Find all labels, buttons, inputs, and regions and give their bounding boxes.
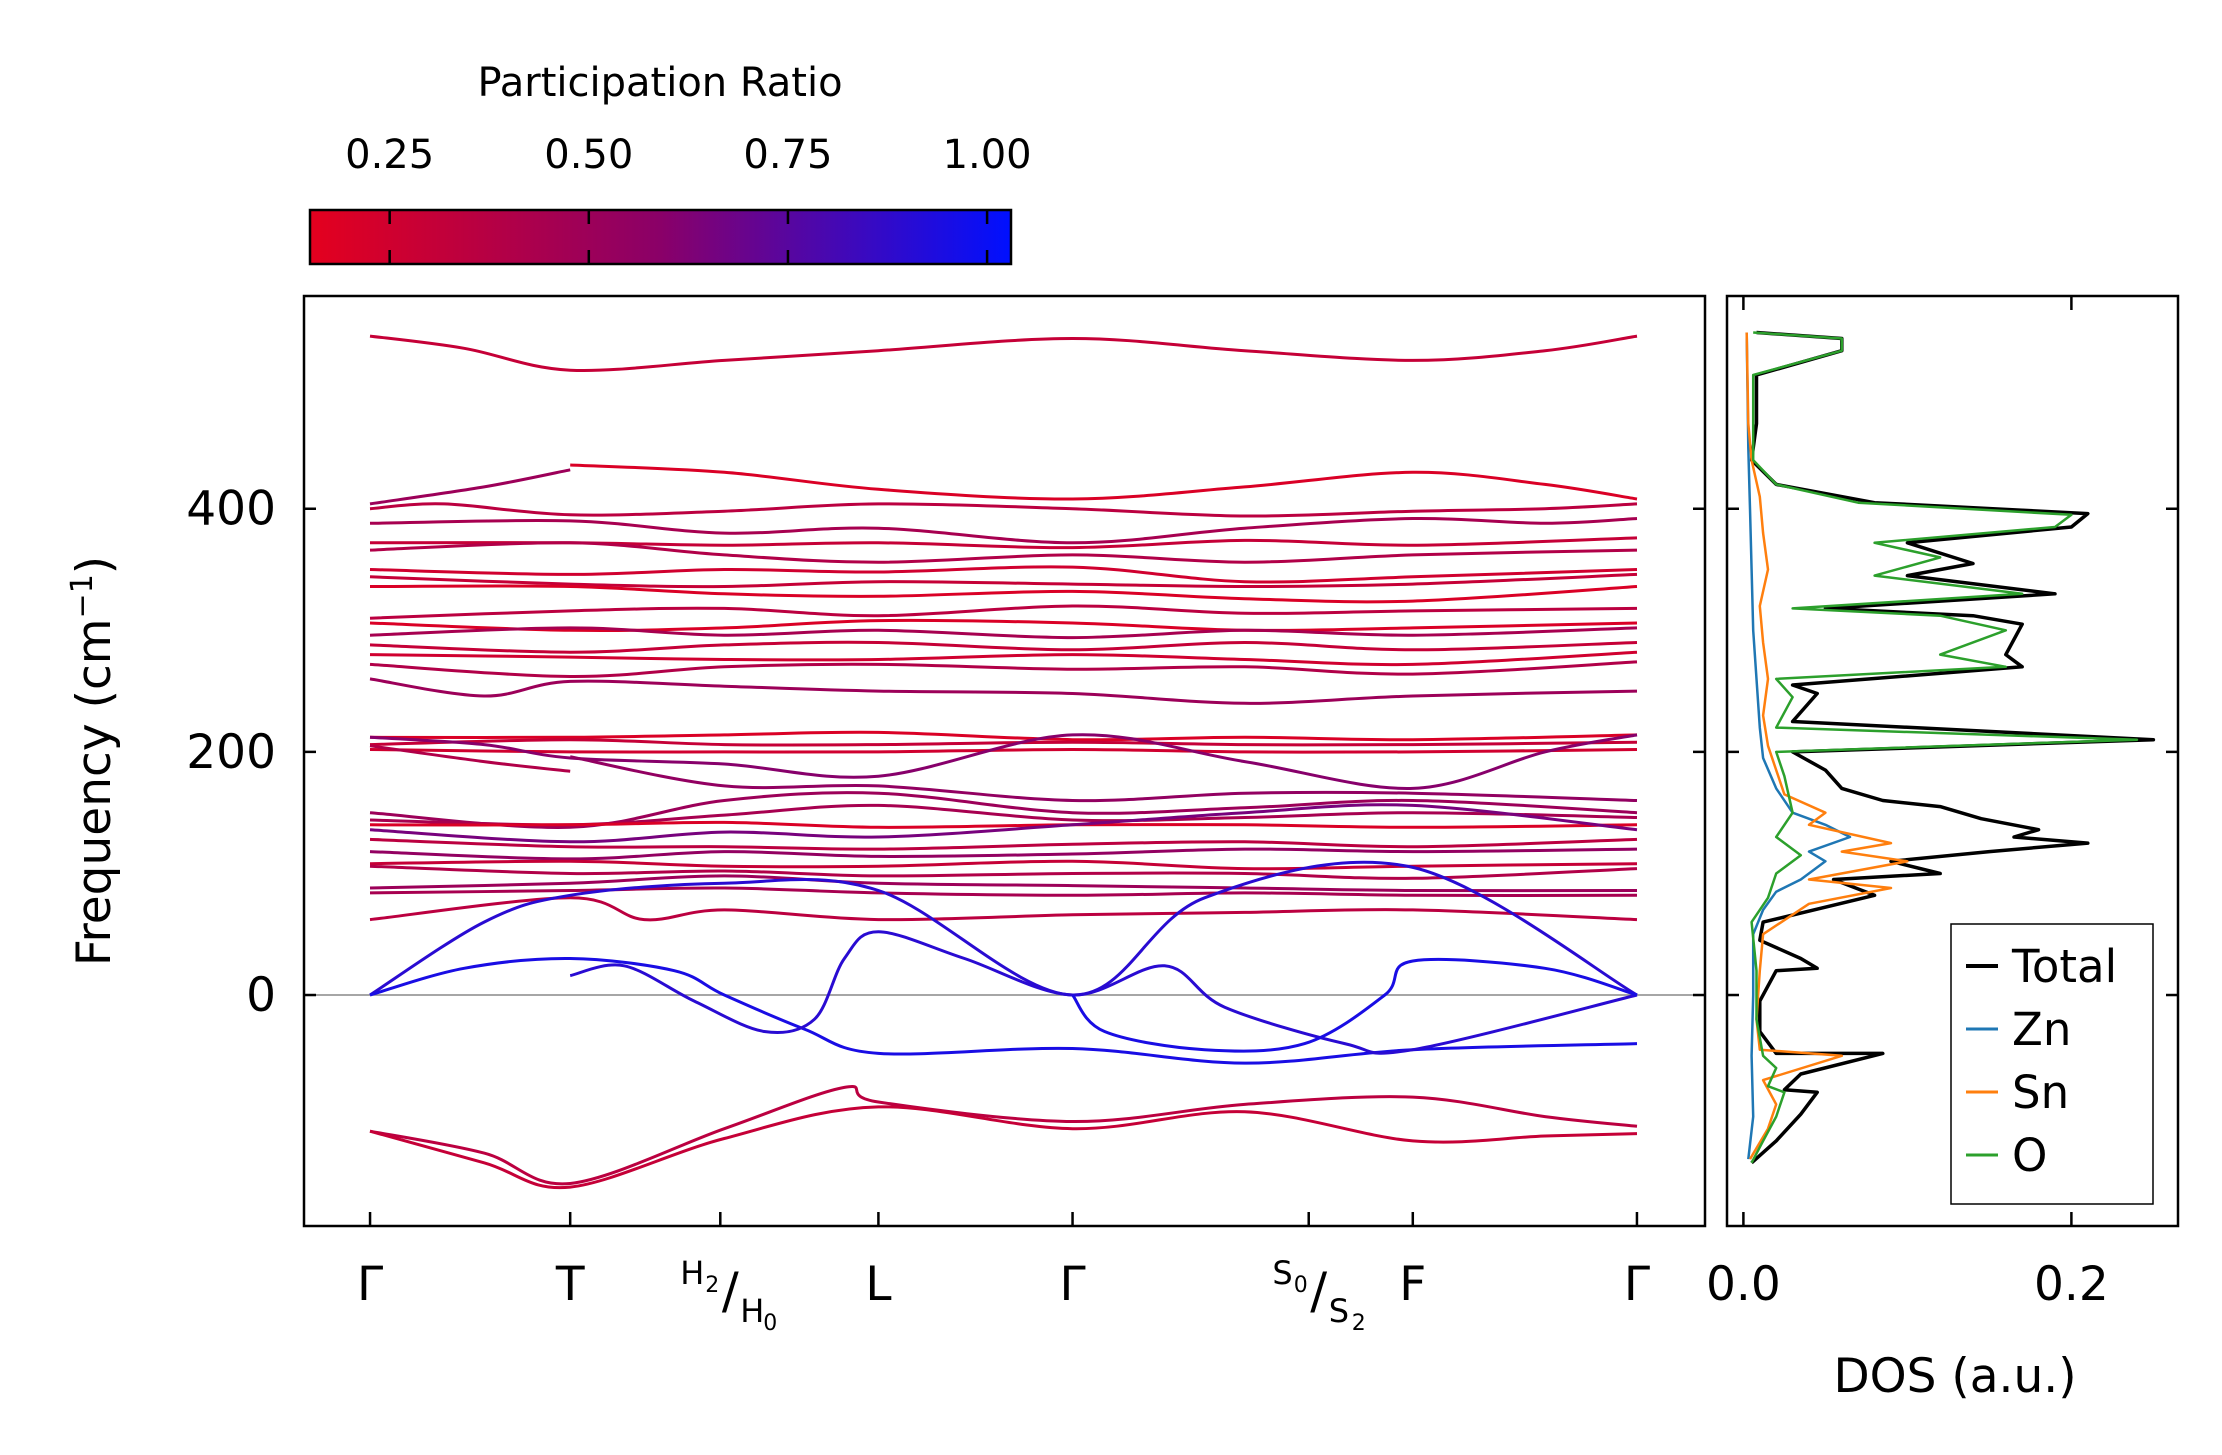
phonon-band: [369, 874, 1638, 893]
phonon-band: [369, 956, 1638, 1065]
band-y-tick-label: 200: [186, 725, 276, 780]
high-symmetry-label-bottom-sub: 0: [763, 1311, 777, 1336]
colorbar-tick-label: 0.25: [345, 132, 434, 178]
phonon-band: [369, 864, 1638, 880]
band-axes-frame: [302, 294, 1707, 1228]
colorbar: Participation Ratio 0.25 0.50 0.75 1.00: [308, 60, 1032, 266]
legend-items: Total Zn Sn O: [1966, 940, 2117, 1182]
high-symmetry-label-split: H 2/H0: [680, 1254, 777, 1336]
phonon-band: [369, 640, 1638, 654]
dos-panel: 0.0 0.2 DOS (a.u.) Total Zn Sn O: [1706, 294, 2180, 1404]
colorbar-tick-label: 0.50: [544, 132, 633, 178]
dos-series-sn: [1745, 332, 1909, 1160]
phonon-band: [369, 584, 1638, 604]
high-symmetry-label: Γ: [1059, 1257, 1085, 1312]
phonon-band: [369, 803, 1638, 844]
phonon-band: [369, 748, 1638, 754]
phonon-band: [369, 733, 1638, 790]
colorbar-gradient: [308, 208, 1013, 266]
dos-y-ticks: [1727, 507, 2178, 997]
high-symmetry-label: T: [555, 1257, 585, 1312]
colorbar-tick-label: 0.75: [743, 132, 832, 178]
phonon-band: [369, 334, 1638, 372]
phonon-band: [369, 744, 571, 773]
legend: Total Zn Sn O: [1950, 923, 2154, 1205]
dos-lines: [1745, 330, 2156, 1165]
y-axis-title-unit-sup: −1: [65, 574, 100, 618]
phonon-band: [369, 660, 1638, 679]
phonon-band: [369, 468, 571, 506]
phonon-band: [369, 820, 1638, 829]
phonon-band: [1071, 957, 1638, 1053]
x-axis-title-dos: DOS (a.u.): [1833, 1349, 2076, 1404]
phonon-band: [369, 502, 1638, 518]
dos-x-tick-label: 0.0: [1706, 1257, 1781, 1312]
phonon-band: [369, 677, 1638, 705]
high-symmetry-label: Γ: [357, 1257, 383, 1312]
high-symmetry-label-top: S: [1272, 1254, 1292, 1292]
phonon-band: [369, 572, 1638, 589]
phonon-band: [369, 1085, 1638, 1186]
phonon-band: [369, 730, 1638, 742]
high-symmetry-label-top-sub: 0: [1294, 1273, 1308, 1298]
phonon-band: [369, 791, 1638, 829]
legend-label-zn: Zn: [2012, 1003, 2071, 1056]
colorbar-ticks: 0.25 0.50 0.75 1.00: [345, 132, 1032, 264]
phonon-band: [369, 541, 1638, 564]
phonon-band: [369, 886, 1638, 897]
band-y-tick-label: 0: [246, 968, 276, 1023]
dos-x-ticks: 0.0 0.2: [1706, 296, 2109, 1312]
high-symmetry-slash: /: [1310, 1262, 1327, 1320]
band-y-ticks: 0 200 400: [186, 482, 1705, 1023]
legend-box: [1950, 923, 2154, 1205]
legend-label-total: Total: [2011, 940, 2117, 993]
phonon-band: [369, 516, 1638, 545]
phonon-band: [369, 738, 1638, 747]
phonon-band: [369, 847, 1638, 861]
phonon-band: [369, 618, 1638, 633]
high-symmetry-label: L: [865, 1257, 891, 1312]
phonon-band: [569, 755, 1638, 803]
phonon-band: [570, 463, 1638, 501]
high-symmetry-label-top: H: [680, 1254, 704, 1292]
dos-series-total: [1749, 330, 2156, 1165]
dos-series-o: [1750, 331, 2139, 1164]
high-symmetry-label: Γ: [1624, 1257, 1650, 1312]
legend-label-o: O: [2012, 1129, 2047, 1182]
y-axis-title-close: ): [67, 556, 122, 574]
high-symmetry-label-top-sub: 2: [705, 1273, 719, 1298]
phonon-band: [369, 837, 1638, 851]
phonon-band: [369, 1105, 1638, 1190]
phonon-band: [569, 930, 1638, 1055]
colorbar-title: Participation Ratio: [477, 60, 842, 106]
high-symmetry-label: F: [1399, 1257, 1426, 1312]
phonon-band: [369, 896, 1638, 922]
high-symmetry-label-bottom: S: [1329, 1292, 1349, 1330]
band-y-tick-label: 400: [186, 482, 276, 537]
high-symmetry-slash: /: [722, 1262, 739, 1320]
dos-x-tick-label: 0.2: [2034, 1257, 2109, 1312]
high-symmetry-label-bottom-sub: 2: [1352, 1311, 1366, 1336]
high-symmetry-label-bottom: H: [740, 1292, 764, 1330]
colorbar-tick-label: 1.00: [943, 132, 1032, 178]
phonon-band: [369, 859, 1638, 871]
dos-axes-frame: [1725, 294, 2180, 1228]
band-lines: [304, 334, 1705, 1190]
legend-label-sn: Sn: [2012, 1066, 2069, 1119]
phonon-band: [369, 626, 1638, 640]
y-axis-title-text: Frequency (cm: [67, 618, 122, 966]
phonon-band: [369, 565, 1638, 584]
high-symmetry-label-split: S 0/S 2: [1272, 1254, 1365, 1336]
band-x-ticks: Γ T H 2/H0L Γ S 0/S 2F Γ: [357, 1212, 1650, 1336]
y-axis-title: Frequency (cm−1): [65, 556, 122, 966]
phonon-band: [369, 650, 1638, 667]
phonon-band: [369, 860, 1638, 997]
phonon-band: [369, 604, 1638, 620]
